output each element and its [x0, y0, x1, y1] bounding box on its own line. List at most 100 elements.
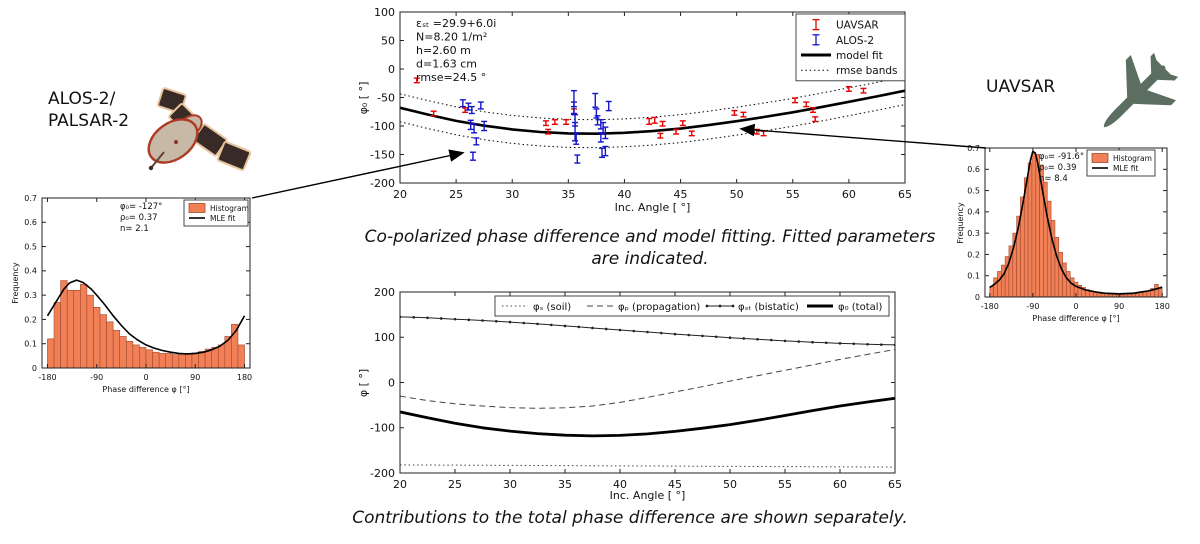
uavsar-label: UAVSAR [986, 77, 1056, 97]
svg-text:65: 65 [898, 188, 912, 201]
fit-parameters-annotation: εₛₜ =29.9+6.0iN=8.20 1/m²h=2.60 md=1.63 … [416, 17, 496, 84]
axes: 20 25 30 35 40 45 50 55 60 65 -200 -100 0 100 200 Inc. … [357, 286, 902, 502]
bottom-lines-plot: 20 25 30 35 40 45 50 55 60 65 -200 -100 0 100 200 Inc. … [357, 286, 902, 502]
svg-text:25: 25 [449, 188, 463, 201]
svg-text:50: 50 [381, 34, 395, 47]
series-Histogram [989, 151, 1163, 297]
svg-text:rmse bands: rmse bands [836, 65, 898, 77]
x-axis-label: Inc. Angle [ °] [610, 489, 686, 502]
svg-text:-150: -150 [370, 148, 395, 161]
svg-text:100: 100 [374, 6, 395, 19]
svg-text:h=2.60 m: h=2.60 m [416, 44, 471, 57]
svg-text:0.3: 0.3 [967, 229, 980, 238]
svg-text:50: 50 [730, 188, 744, 201]
series-MLE fit [989, 150, 1163, 295]
svg-text:55: 55 [786, 188, 800, 201]
svg-text:Histogram: Histogram [1113, 154, 1152, 163]
svg-text:65: 65 [888, 478, 902, 491]
x-axis-label: Phase difference φ [°] [1032, 314, 1119, 323]
svg-text:0: 0 [32, 364, 37, 373]
y-axis-label: Frequency [956, 202, 965, 244]
svg-text:n= 2.1: n= 2.1 [120, 224, 149, 234]
svg-text:40: 40 [617, 188, 631, 201]
svg-text:ρ₀= 0.37: ρ₀= 0.37 [120, 213, 158, 223]
svg-text:model fit: model fit [836, 50, 883, 62]
svg-text:55: 55 [778, 478, 792, 491]
svg-text:25: 25 [448, 478, 462, 491]
svg-text:φ₀= -91.6°: φ₀= -91.6° [1039, 152, 1084, 162]
svg-text:0: 0 [1073, 302, 1078, 311]
left-hist-plot: -180 -90 0 90 180 0 0.1 0.2 0.3 0.4 0.5 0.6 0.7 Phase… [11, 194, 252, 394]
svg-text:0: 0 [388, 376, 395, 389]
satellite-body [147, 114, 203, 171]
svg-text:-200: -200 [370, 177, 395, 190]
svg-text:ALOS-2: ALOS-2 [836, 35, 874, 47]
svg-text:0: 0 [975, 293, 980, 302]
svg-text:Histogram: Histogram [210, 204, 249, 213]
svg-text:90: 90 [1114, 302, 1124, 311]
caption-top: Co-polarized phase difference and model … [364, 227, 936, 270]
svg-text:20: 20 [393, 478, 407, 491]
svg-text:35: 35 [561, 188, 575, 201]
x-axis-label: Phase difference φ [°] [102, 385, 189, 394]
series-UAVSAR [413, 77, 867, 139]
svg-text:φₛₜ (bistatic): φₛₜ (bistatic) [738, 302, 799, 313]
svg-text:0.5: 0.5 [24, 242, 37, 251]
svg-text:200: 200 [374, 286, 395, 299]
series-rmse bands [400, 76, 905, 149]
caption-bottom: Contributions to the total phase differe… [352, 508, 908, 528]
series-group [46, 279, 246, 368]
series-group [400, 315, 895, 468]
series-group [400, 76, 905, 164]
y-axis-label: Frequency [11, 262, 20, 304]
svg-text:0.6: 0.6 [24, 218, 37, 227]
series-ALOS-2 [459, 89, 612, 164]
svg-text:0: 0 [143, 373, 148, 382]
series-MLE fit [46, 279, 246, 355]
svg-text:-180: -180 [981, 302, 999, 311]
y-axis-label: φ [ °] [357, 369, 370, 397]
axes: -180 -90 0 90 180 0 0.1 0.2 0.3 0.4 0.5 0.6 0.7 Phase… [956, 144, 1170, 323]
svg-text:-100: -100 [370, 422, 395, 435]
svg-text:n= 8.4: n= 8.4 [1039, 174, 1068, 184]
svg-text:180: 180 [1155, 302, 1170, 311]
svg-text:45: 45 [668, 478, 682, 491]
svg-text:N=8.20 1/m²: N=8.20 1/m² [416, 31, 487, 44]
svg-text:0.5: 0.5 [967, 186, 980, 195]
svg-text:90: 90 [190, 373, 200, 382]
svg-text:-200: -200 [370, 467, 395, 480]
svg-text:30: 30 [503, 478, 517, 491]
alos-satellite-label: ALOS-2/ PALSAR-2 [48, 89, 130, 132]
axes: -180 -90 0 90 180 0 0.1 0.2 0.3 0.4 0.5 0.6 0.7 Phase… [11, 194, 252, 394]
y-axis-label: φ₀ [ °] [357, 82, 370, 115]
airplane-shape [1103, 52, 1179, 128]
svg-text:60: 60 [842, 188, 856, 201]
svg-text:φₛ (soil): φₛ (soil) [533, 302, 571, 313]
top-scatter-chart: 20 25 30 35 40 45 50 55 60 65 -200 -150 -100 -50 0 50 10… [357, 6, 912, 214]
svg-text:ρ₀= 0.39: ρ₀= 0.39 [1039, 163, 1077, 173]
svg-text:εₛₜ =29.9+6.0i: εₛₜ =29.9+6.0i [416, 17, 496, 30]
phase-contributions-chart: 20 25 30 35 40 45 50 55 60 65 -200 -100 0 100 200 Inc. … [357, 286, 902, 502]
series-Histogram [47, 280, 245, 368]
fit-parameters-annotation: φ₀= -91.6°ρ₀= 0.39n= 8.4 [1039, 152, 1084, 184]
svg-text:UAVSAR: UAVSAR [836, 20, 879, 32]
satellite-icon [147, 87, 252, 171]
svg-text:0.1: 0.1 [967, 272, 980, 281]
svg-text:0.6: 0.6 [967, 165, 980, 174]
svg-text:35: 35 [558, 478, 572, 491]
legend: UAVSAR ALOS-2 model fit rmse bands [795, 13, 906, 82]
x-axis-label: Inc. Angle [ °] [615, 201, 691, 214]
svg-text:0.4: 0.4 [967, 208, 980, 217]
svg-text:rmse=24.5 °: rmse=24.5 ° [416, 71, 486, 84]
svg-text:20: 20 [393, 188, 407, 201]
series-φ₀ (total) [400, 396, 895, 438]
svg-text:40: 40 [613, 478, 627, 491]
right-hist-plot: -180 -90 0 90 180 0 0.1 0.2 0.3 0.4 0.5 0.6 0.7 Phase… [956, 144, 1170, 323]
svg-text:0.1: 0.1 [24, 340, 37, 349]
svg-text:0.2: 0.2 [24, 315, 37, 324]
legend: φₛ (soil) φₚ (propagation) φₛₜ (bistatic) φ… [494, 295, 890, 317]
uavsar-histogram-chart: -180 -90 0 90 180 0 0.1 0.2 0.3 0.4 0.5 0.6 0.7 Phase… [956, 144, 1170, 323]
svg-text:-100: -100 [370, 120, 395, 133]
svg-text:0.7: 0.7 [24, 194, 37, 203]
